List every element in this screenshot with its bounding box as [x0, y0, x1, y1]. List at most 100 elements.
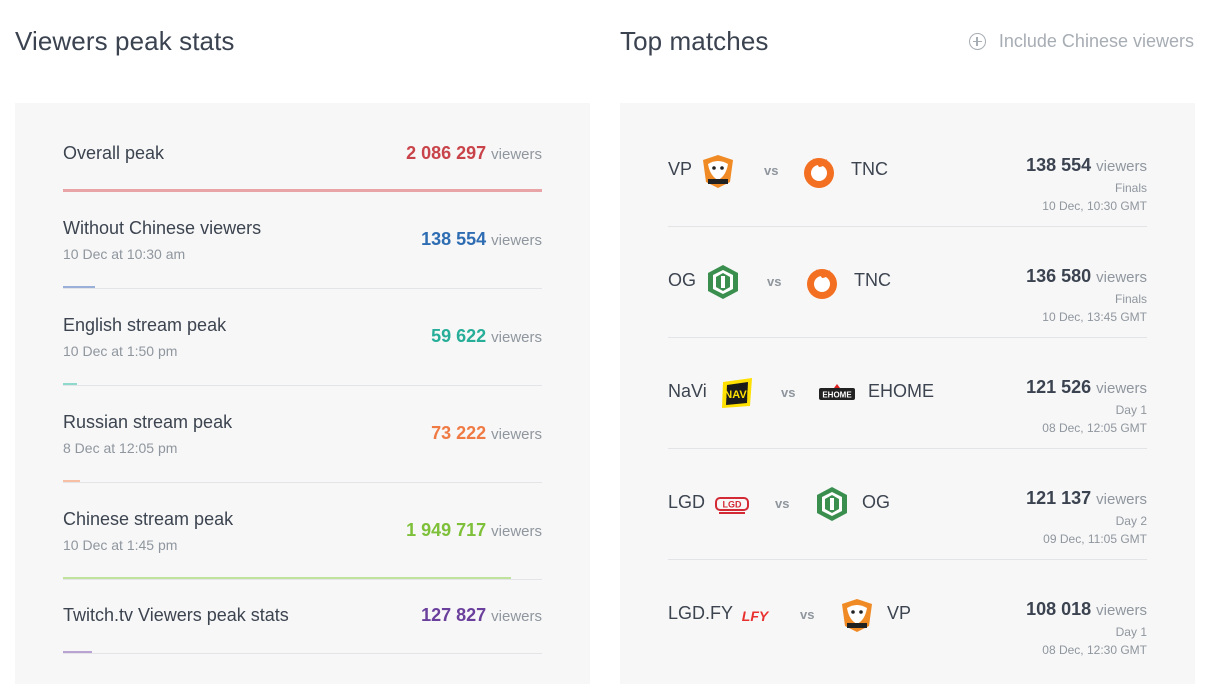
top-matches-panel: VP vs TNC 138 554 viewers Finals 10 Dec, …	[620, 103, 1195, 684]
stat-label: English stream peak	[63, 315, 227, 335]
stat-unit: viewers	[491, 426, 542, 443]
vs-label: vs	[781, 385, 796, 400]
stat-date: 10 Dec at 1:45 pm	[63, 537, 178, 553]
match-date: 10 Dec, 13:45 GMT	[1042, 310, 1147, 324]
match-viewers-number: 121 526	[1026, 377, 1092, 397]
viewers-peak-stats-title: Viewers peak stats	[15, 26, 235, 56]
stat-overall-peak: Overall peak 2 086 297 viewers	[63, 143, 542, 193]
tnc-logo-icon	[800, 153, 838, 191]
og-logo-icon	[813, 485, 851, 523]
match-stage: Finals	[1114, 292, 1147, 306]
stat-bar	[63, 286, 95, 289]
stat-label: Twitch.tv Viewers peak stats	[63, 605, 289, 625]
match-viewers-unit: viewers	[1096, 269, 1147, 286]
stat-label: Without Chinese viewers	[63, 218, 262, 238]
vs-label: vs	[800, 607, 815, 622]
stat-number: 138 554	[421, 229, 487, 249]
match-date: 10 Dec, 10:30 GMT	[1042, 199, 1147, 213]
lgd-logo-icon: LGD	[713, 485, 751, 523]
match-viewers-unit: viewers	[1096, 380, 1147, 397]
stat-date: 10 Dec at 1:50 pm	[63, 343, 178, 359]
vs-label: vs	[764, 163, 779, 178]
vs-label: vs	[767, 274, 782, 289]
stat-bar	[63, 189, 542, 192]
match-viewers: 121 526 viewers	[1026, 377, 1147, 398]
match-row[interactable]: LGD LGD vs OG 121 137 viewers Day 2 09 De…	[668, 449, 1147, 560]
team1-name: NaVi	[668, 381, 707, 401]
stat-label: Chinese stream peak	[63, 509, 234, 529]
match-viewers-unit: viewers	[1096, 491, 1147, 508]
team1-name: OG	[668, 270, 697, 290]
ehome-logo-icon: EHOME	[818, 375, 856, 413]
team2-name: OG	[862, 492, 891, 512]
stat-unit: viewers	[491, 523, 542, 540]
stat-twitch-tv: Twitch.tv Viewers peak stats 127 827 view…	[63, 605, 542, 655]
match-row[interactable]: OG vs TNC 136 580 viewers Finals 10 Dec, …	[668, 227, 1147, 338]
stat-bar	[63, 383, 77, 386]
divider	[668, 337, 1147, 338]
svg-text:EHOME: EHOME	[822, 391, 852, 400]
match-date: 09 Dec, 11:05 GMT	[1043, 532, 1147, 546]
match-date: 08 Dec, 12:05 GMT	[1042, 421, 1147, 435]
team2-name: TNC	[851, 159, 888, 179]
stat-number: 1 949 717	[406, 520, 487, 540]
og-logo-icon	[704, 263, 742, 301]
stat-unit: viewers	[491, 608, 542, 625]
stat-label: Russian stream peak	[63, 412, 233, 432]
team1-name: VP	[668, 159, 693, 179]
stat-unit: viewers	[491, 146, 542, 163]
match-row[interactable]: VP vs TNC 138 554 viewers Finals 10 Dec, …	[668, 116, 1147, 227]
divider	[63, 288, 542, 289]
match-viewers: 121 137 viewers	[1026, 488, 1147, 509]
stat-value: 1 949 717 viewers	[406, 520, 542, 541]
svg-text:LFY: LFY	[742, 608, 770, 624]
stat-value: 59 622 viewers	[431, 326, 542, 347]
stat-bar	[63, 651, 93, 654]
match-stage: Day 1	[1115, 625, 1147, 639]
stat-chinese-stream: Chinese stream peak 10 Dec at 1:45 pm 1 …	[63, 509, 542, 580]
stat-date: 8 Dec at 12:05 pm	[63, 440, 178, 456]
viewers-peak-stats-panel: Overall peak 2 086 297 viewers Without Ch…	[15, 103, 590, 684]
match-row[interactable]: LGD.FY LFY vs VP 108 018 viewers Day 1 08…	[668, 560, 1147, 671]
divider	[668, 226, 1147, 227]
team2-name: EHOME	[868, 381, 935, 401]
stat-value: 127 827 viewers	[421, 605, 542, 626]
stat-unit: viewers	[491, 232, 542, 249]
plus-circle-icon	[968, 33, 986, 50]
virtus-pro-logo-icon	[838, 596, 876, 634]
stat-number: 127 827	[421, 605, 487, 625]
include-chinese-viewers-label: Include Chinese viewers	[998, 31, 1194, 51]
include-chinese-viewers-toggle[interactable]: Include Chinese viewers	[968, 31, 1194, 52]
vs-label: vs	[775, 496, 790, 511]
virtus-pro-logo-icon	[699, 152, 737, 190]
top-matches-title: Top matches	[620, 26, 769, 56]
divider	[668, 448, 1147, 449]
team2-name: VP	[887, 603, 912, 623]
stat-value: 73 222 viewers	[431, 423, 542, 444]
match-date: 08 Dec, 12:30 GMT	[1042, 643, 1147, 657]
match-viewers: 136 580 viewers	[1026, 266, 1147, 287]
divider	[63, 482, 542, 483]
match-stage: Day 2	[1115, 514, 1147, 528]
stat-date: 10 Dec at 10:30 am	[63, 246, 186, 262]
stat-number: 2 086 297	[406, 143, 487, 163]
svg-text:NAVI: NAVI	[724, 389, 749, 401]
match-viewers: 138 554 viewers	[1026, 155, 1147, 176]
divider	[63, 579, 542, 580]
match-viewers-number: 108 018	[1026, 599, 1092, 619]
stat-value: 2 086 297 viewers	[406, 143, 542, 164]
divider	[63, 653, 542, 654]
stat-without-chinese: Without Chinese viewers 10 Dec at 10:30 …	[63, 218, 542, 289]
stat-value: 138 554 viewers	[421, 229, 542, 250]
stat-bar	[63, 577, 511, 580]
stat-bar	[63, 480, 80, 483]
stat-label: Overall peak	[63, 143, 165, 163]
navi-logo-icon: NAVI	[718, 374, 756, 412]
team2-name: TNC	[854, 270, 891, 290]
team1-name: LGD.FY	[668, 603, 734, 623]
match-viewers-number: 121 137	[1026, 488, 1092, 508]
tnc-logo-icon	[803, 264, 841, 302]
match-viewers: 108 018 viewers	[1026, 599, 1147, 620]
match-row[interactable]: NaVi NAVI vs EHOME EHOME 121 526 viewers …	[668, 338, 1147, 449]
match-viewers-unit: viewers	[1096, 158, 1147, 175]
